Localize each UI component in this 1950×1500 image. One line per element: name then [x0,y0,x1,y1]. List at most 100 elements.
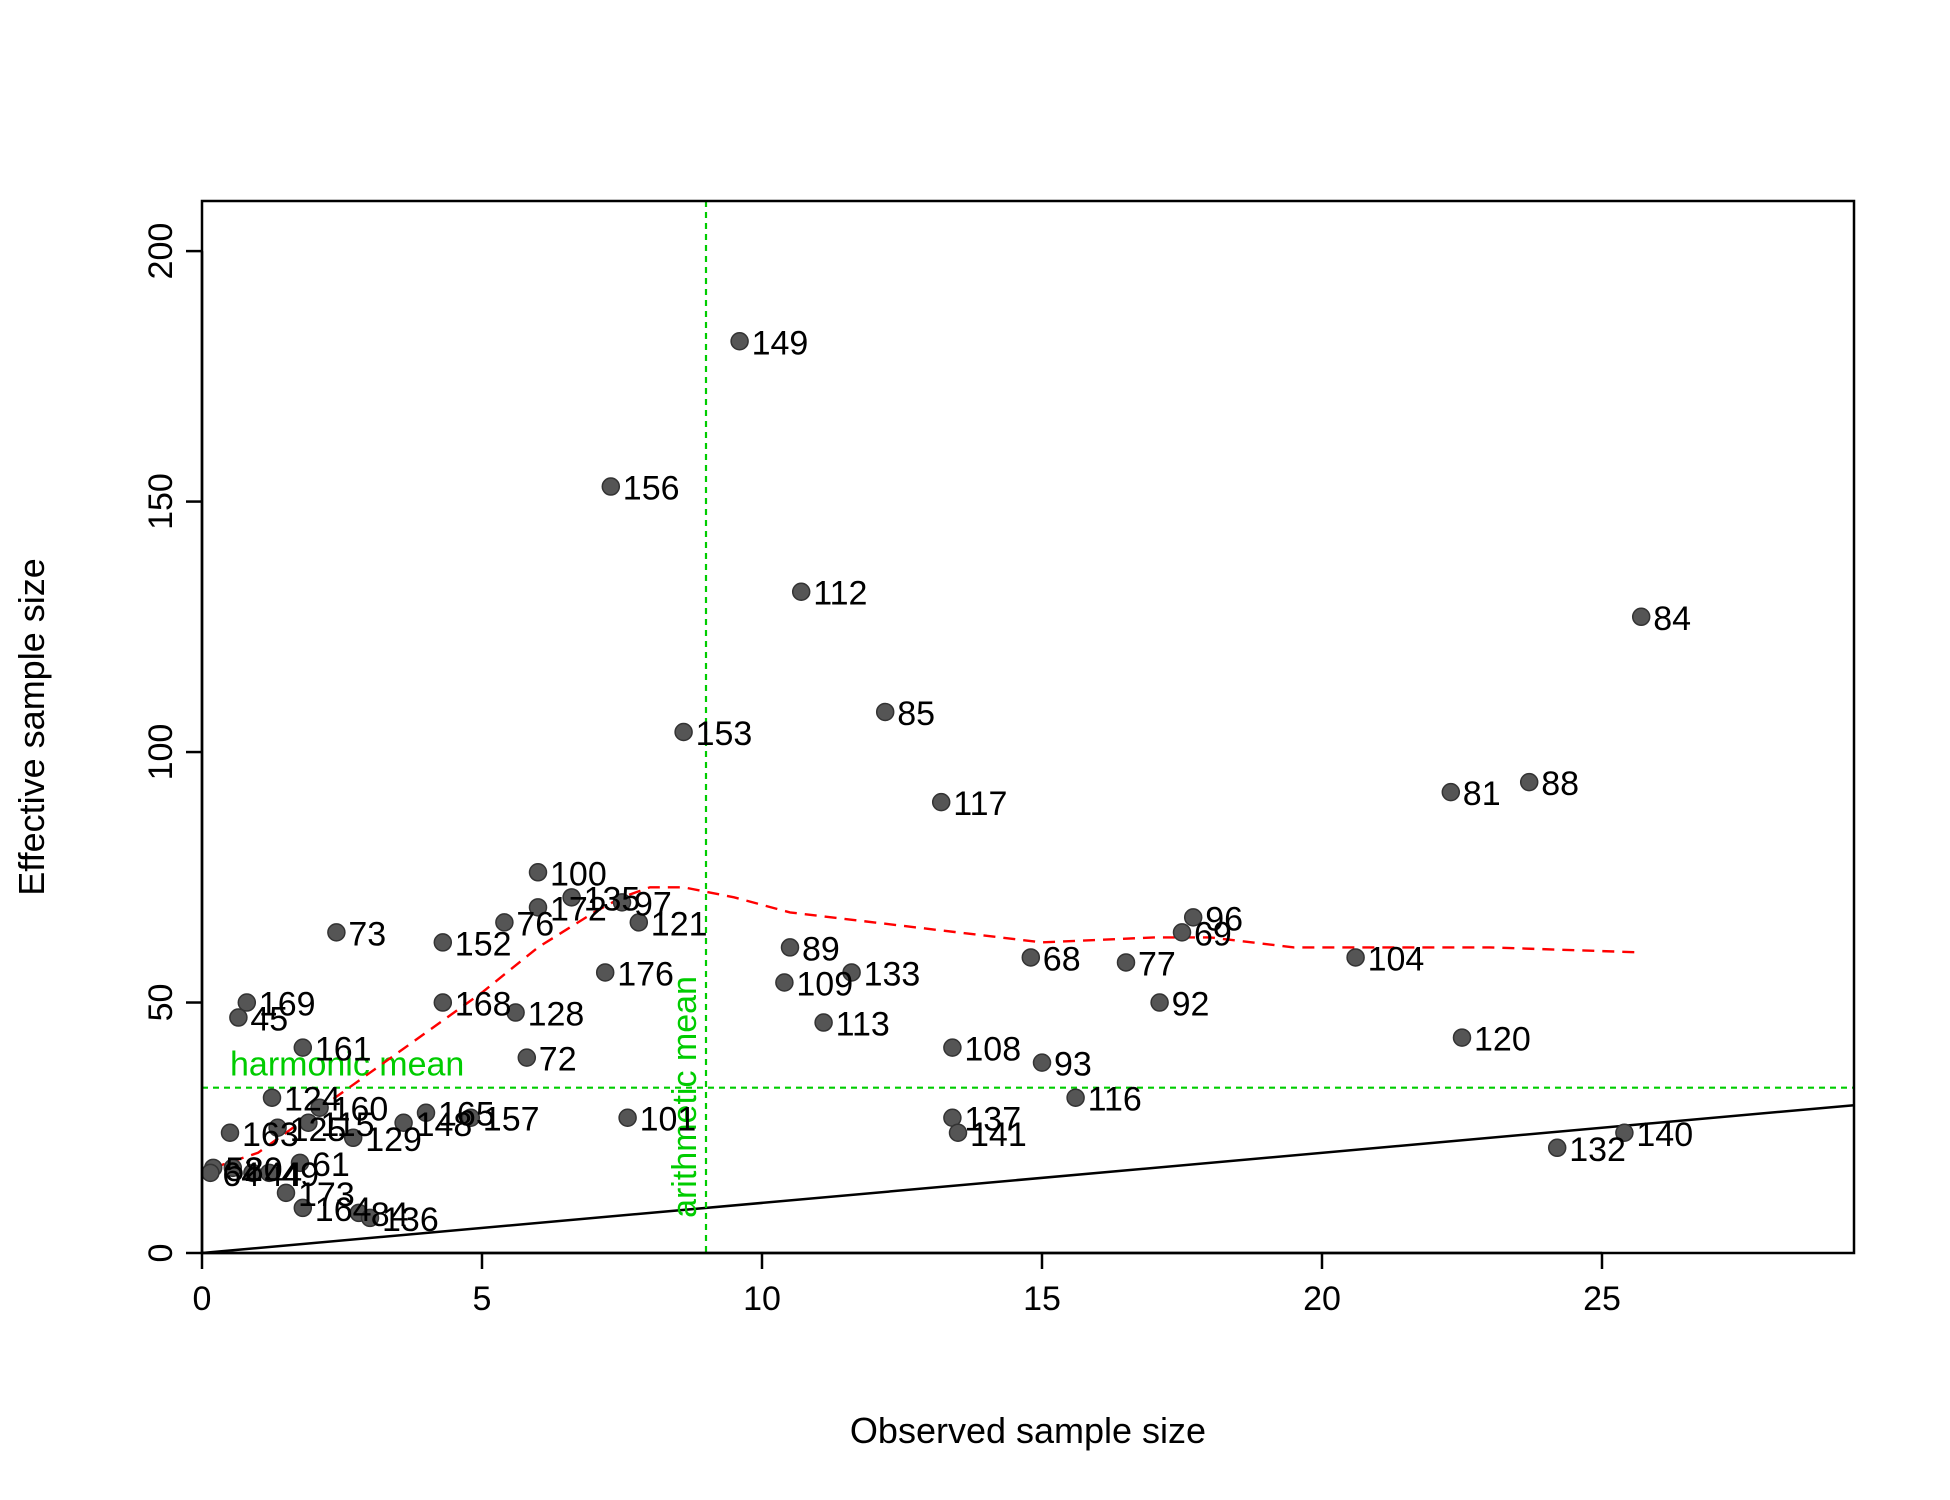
y-tick-label: 50 [142,984,180,1022]
plot-frame [200,199,1856,1255]
x-tick-label: 0 [193,1280,212,1318]
point-label: 84 [371,1196,409,1234]
point-label: 84 [1653,600,1691,638]
point-label: 76 [516,905,554,943]
point-label: 108 [964,1031,1021,1069]
data-point [1150,993,1169,1012]
point-label: 176 [617,955,674,993]
data-point [948,1123,968,1143]
point-label: 133 [864,955,921,993]
data-point [1631,607,1651,627]
data-point [528,863,548,882]
point-label: 137 [964,1101,1021,1139]
data-point [775,973,794,992]
y-tick-label: 150 [142,473,180,530]
point-label: 89 [802,930,840,968]
point-label: 100 [550,855,607,893]
point-label: 125 [290,1111,347,1149]
data-point [290,1153,310,1173]
data-point [506,1003,525,1022]
point-label: 49 [281,1156,319,1194]
data-point [229,1008,248,1027]
point-label: 121 [651,905,708,943]
point-label: 52 [225,1151,263,1189]
data-point [601,477,621,496]
data-point [618,1108,637,1127]
point-label: 61 [312,1146,350,1184]
data-point [343,1128,363,1148]
data-point [528,898,548,917]
point-label: 92 [1172,986,1210,1024]
point-label: 165 [438,1096,495,1134]
data-point [1032,1053,1052,1072]
point-label: 77 [1138,945,1176,983]
data-point [1172,923,1192,942]
data-point [223,1158,243,1178]
data-point [517,1048,537,1067]
y-axis-title: Effective sample size [11,558,52,895]
data-point [674,722,693,742]
x-tick-label: 15 [1023,1280,1061,1318]
point-label: 164 [315,1191,372,1229]
data-point [931,792,951,812]
point-label: 69 [1194,915,1232,953]
point-label: 152 [455,925,512,963]
data-point [791,582,811,601]
point-label: 112 [813,575,867,613]
point-label: 64 [222,1156,260,1194]
data-point [237,993,257,1012]
data-point [259,1163,279,1183]
point-label: 116 [1088,1081,1142,1119]
point-label: 120 [1474,1021,1531,1059]
point-label: 173 [298,1176,355,1214]
point-label: 157 [483,1101,540,1139]
data-point [220,1123,240,1143]
data-point [1519,772,1539,792]
point-label: 161 [315,1031,372,1069]
data-point [433,993,453,1012]
data-point [461,1108,481,1127]
data-point [495,913,514,932]
point-label: 73 [348,915,386,953]
data-point [416,1103,436,1122]
data-point [595,963,615,982]
y-tick-label: 0 [142,1244,180,1263]
point-label: 104 [1368,940,1425,978]
data-point [1116,953,1136,972]
x-tick-label: 25 [1583,1280,1621,1318]
point-label: 128 [528,996,585,1034]
data-point [394,1113,413,1133]
point-label: 109 [796,965,853,1003]
point-label: 149 [752,324,809,362]
data-point [780,938,800,957]
data-point [629,913,649,932]
data-point [1066,1088,1085,1107]
plot-lines: harmonic mean arithmetic mean [201,201,1855,1255]
point-label: 80 [245,1151,283,1189]
data-point [201,1163,220,1183]
data-point [360,1208,380,1228]
identity-line [201,1103,1855,1255]
arithmetic-mean-label: arithmetic mean [666,976,704,1218]
point-label: 88 [1541,765,1579,803]
data-point [1021,948,1041,967]
point-label: 169 [259,986,316,1024]
data-point [433,933,453,952]
point-label: 160 [332,1091,389,1129]
data-point [1346,948,1365,967]
point-label: 81 [1463,775,1501,813]
smooth-curve [212,886,1642,1169]
data-point [1615,1123,1634,1143]
data-point [562,888,581,907]
data-point [814,1013,833,1032]
data-point [276,1183,296,1203]
data-point [612,893,632,912]
point-label: 135 [584,880,641,918]
data-point [299,1113,318,1133]
point-label: 132 [1569,1131,1626,1169]
data-point [875,702,895,722]
point-label: 141 [970,1116,1027,1154]
